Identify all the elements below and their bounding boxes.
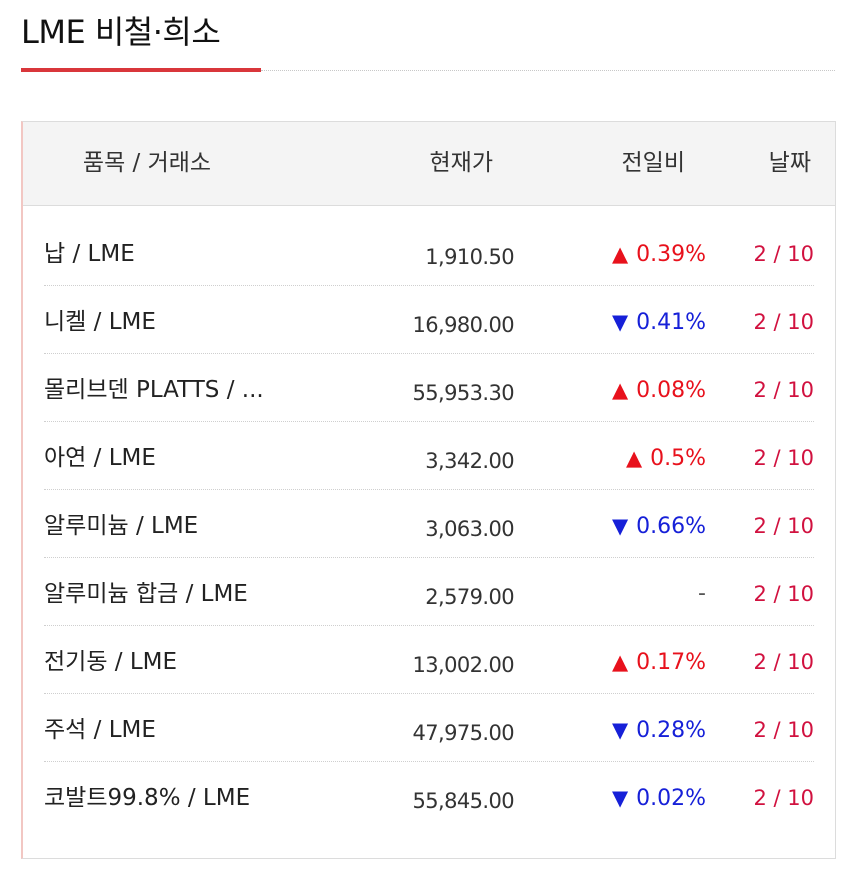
- table-header: 품목 / 거래소 현재가 전일비 날짜: [23, 122, 835, 206]
- change-value: -: [698, 581, 706, 606]
- quote-date: 2 / 10: [753, 786, 814, 810]
- change-value: 0.28%: [636, 718, 706, 743]
- arrow-up-icon: ▲: [625, 446, 643, 470]
- table-row[interactable]: 알루미늄 합금 / LME 2,579.00 - 2 / 10: [44, 558, 814, 626]
- table-row[interactable]: 납 / LME 1,910.50 ▲ 0.39% 2 / 10: [44, 218, 814, 286]
- change-value: 0.39%: [636, 242, 706, 267]
- table-row[interactable]: 알루미늄 / LME 3,063.00 ▼ 0.66% 2 / 10: [44, 490, 814, 558]
- item-name-link[interactable]: 니켈 / LME: [44, 309, 156, 335]
- change-value: 0.02%: [636, 786, 706, 811]
- table-row[interactable]: 코발트99.8% / LME 55,845.00 ▼ 0.02% 2 / 10: [44, 762, 814, 830]
- section-header: LME 비철·희소: [21, 0, 835, 73]
- current-price: 2,579.00: [425, 585, 514, 609]
- day-change: ▲ 0.39%: [534, 218, 706, 286]
- arrow-down-icon: ▼: [611, 514, 629, 538]
- day-change: ▼ 0.28%: [534, 694, 706, 762]
- current-price: 13,002.00: [412, 653, 515, 677]
- change-value: 0.08%: [636, 378, 706, 403]
- table-row[interactable]: 주석 / LME 47,975.00 ▼ 0.28% 2 / 10: [44, 694, 814, 762]
- item-name-link[interactable]: 전기동 / LME: [44, 649, 178, 675]
- current-price: 55,845.00: [412, 789, 515, 813]
- column-header-change: 전일비: [621, 150, 685, 176]
- quote-date: 2 / 10: [753, 718, 814, 742]
- quote-date: 2 / 10: [753, 242, 814, 266]
- current-price: 3,063.00: [425, 517, 514, 541]
- current-price: 47,975.00: [412, 721, 515, 745]
- day-change: ▼ 0.41%: [534, 286, 706, 354]
- day-change: ▲ 0.08%: [534, 354, 706, 422]
- title-underline: [21, 68, 261, 72]
- day-change: -: [534, 558, 706, 626]
- current-price: 16,980.00: [412, 313, 515, 337]
- current-price: 55,953.30: [412, 381, 515, 405]
- quote-date: 2 / 10: [753, 378, 814, 402]
- price-table: 품목 / 거래소 현재가 전일비 날짜 납 / LME 1,910.50 ▲ 0.39…: [21, 121, 836, 859]
- arrow-down-icon: ▼: [611, 718, 629, 742]
- item-name-link[interactable]: 코발트99.8% / LME: [44, 785, 251, 811]
- column-header-date: 날짜: [768, 150, 811, 176]
- current-price: 3,342.00: [425, 449, 514, 473]
- day-change: ▲ 0.5%: [534, 422, 706, 490]
- table-row[interactable]: 니켈 / LME 16,980.00 ▼ 0.41% 2 / 10: [44, 286, 814, 354]
- column-header-price: 현재가: [429, 150, 493, 176]
- change-value: 0.41%: [636, 310, 706, 335]
- day-change: ▼ 0.02%: [534, 762, 706, 830]
- arrow-up-icon: ▲: [611, 650, 629, 674]
- quote-date: 2 / 10: [753, 446, 814, 470]
- day-change: ▲ 0.17%: [534, 626, 706, 694]
- item-name-link[interactable]: 알루미늄 / LME: [44, 513, 199, 539]
- title-divider: [261, 70, 835, 71]
- arrow-down-icon: ▼: [611, 310, 629, 334]
- quote-date: 2 / 10: [753, 310, 814, 334]
- quote-date: 2 / 10: [753, 650, 814, 674]
- item-name-link[interactable]: 납 / LME: [44, 241, 135, 267]
- item-name-link[interactable]: 알루미늄 합금 / LME: [44, 581, 248, 607]
- column-header-item: 품목 / 거래소: [82, 150, 212, 176]
- table-row[interactable]: 전기동 / LME 13,002.00 ▲ 0.17% 2 / 10: [44, 626, 814, 694]
- section-title: LME 비철·희소: [21, 13, 221, 51]
- item-name-link[interactable]: 주석 / LME: [44, 717, 156, 743]
- arrow-up-icon: ▲: [611, 242, 629, 266]
- quote-date: 2 / 10: [753, 514, 814, 538]
- table-row[interactable]: 아연 / LME 3,342.00 ▲ 0.5% 2 / 10: [44, 422, 814, 490]
- change-value: 0.66%: [636, 514, 706, 539]
- day-change: ▼ 0.66%: [534, 490, 706, 558]
- change-value: 0.17%: [636, 650, 706, 675]
- current-price: 1,910.50: [425, 245, 514, 269]
- arrow-up-icon: ▲: [611, 378, 629, 402]
- table-body: 납 / LME 1,910.50 ▲ 0.39% 2 / 10 니켈 / LME 16,98…: [44, 218, 814, 830]
- arrow-down-icon: ▼: [611, 786, 629, 810]
- quote-date: 2 / 10: [753, 582, 814, 606]
- item-name-link[interactable]: 아연 / LME: [44, 445, 156, 471]
- item-name-link[interactable]: 몰리브덴 PLATTS / ...: [44, 377, 264, 403]
- change-value: 0.5%: [650, 446, 706, 471]
- table-row[interactable]: 몰리브덴 PLATTS / ... 55,953.30 ▲ 0.08% 2 / 10: [44, 354, 814, 422]
